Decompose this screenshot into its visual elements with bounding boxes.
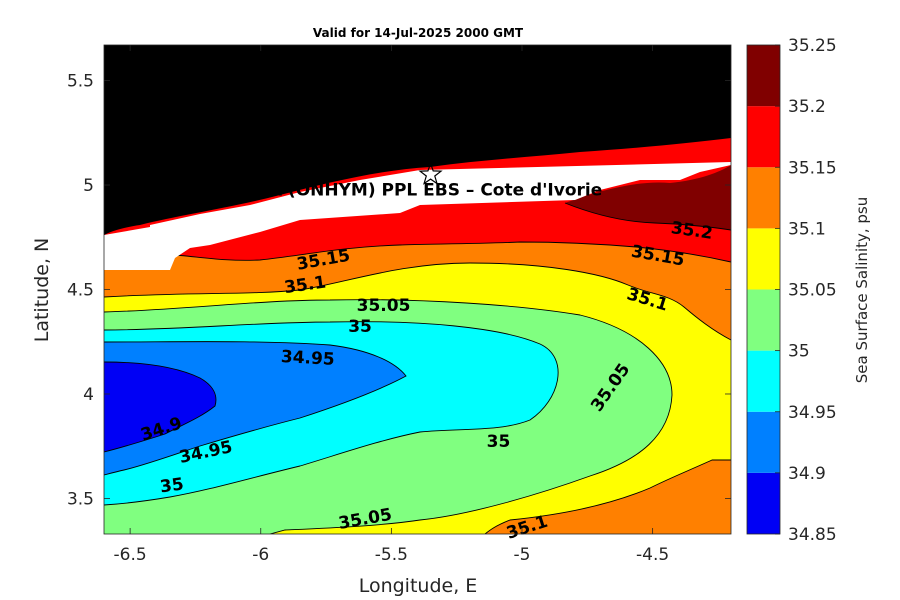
no-data-coastal-strip	[104, 162, 731, 270]
contour-label: 35	[487, 432, 511, 452]
station-star-icon	[418, 161, 443, 185]
y-tick-label: 4	[83, 385, 94, 405]
colorbar-swatch	[747, 289, 780, 351]
plot-area	[104, 45, 731, 534]
y-tick-label: 3.5	[67, 489, 94, 509]
colorbar-swatch	[747, 167, 780, 229]
band-35.2-35.25	[565, 165, 731, 230]
contour-line-35.15	[169, 241, 731, 263]
x-tick-label: -6.5	[114, 545, 147, 565]
x-tick-label: -4.5	[636, 545, 669, 565]
colorbar-tick-label: 35	[788, 342, 810, 362]
contour-line-35.1-south	[484, 459, 731, 534]
colorbar-tick-label: 35.25	[788, 36, 837, 56]
colorbar-swatch	[747, 472, 780, 534]
colorbar-tick-label: 34.95	[788, 403, 837, 423]
x-axis: -6.5 -6 -5.5 -5 -4.5	[114, 45, 669, 565]
station-label: A (ONHYM) PPL EBS – Cote d'Ivorie	[269, 181, 602, 201]
contour-line-35.1	[104, 262, 731, 341]
colorbar-swatch	[747, 350, 780, 412]
contour-line-35.2	[564, 202, 731, 231]
y-axis: 3.5 4 4.5 5 5.5	[67, 72, 731, 509]
colorbar-swatch	[747, 45, 780, 107]
colorbar-swatch	[747, 411, 780, 473]
colorbar-tick-label: 35.05	[788, 281, 837, 301]
colorbar-tick-label: 35.15	[788, 158, 837, 178]
x-tick-label: -6	[252, 545, 269, 565]
colorbar-tick-label: 35.2	[788, 97, 826, 117]
contour-line-34.95	[104, 341, 407, 476]
y-tick-label: 5	[83, 176, 94, 196]
y-tick-label: 4.5	[67, 281, 94, 301]
colorbar: 34.85 34.9 34.95 35 35.05 35.1 35.15 35.2 35.25	[746, 36, 837, 545]
contour-label: 35.05	[357, 296, 411, 316]
y-tick-label: 5.5	[67, 72, 94, 92]
band-34.85-34.9	[104, 362, 216, 452]
x-tick-label: -5.5	[375, 545, 408, 565]
y-axis-label: Latitude, N	[31, 238, 53, 343]
contour-label: 34.95	[280, 347, 335, 370]
colorbar-tick-label: 34.85	[788, 525, 837, 545]
contour-label: 35	[348, 317, 372, 337]
chart-title: Valid for 14-Jul-2025 2000 GMT	[313, 26, 524, 40]
colorbar-swatch	[747, 106, 780, 168]
station-layer: A (ONHYM) PPL EBS – Cote d'Ivorie	[269, 161, 602, 201]
colorbar-tick-label: 34.9	[788, 464, 826, 484]
contour-label: 35	[159, 474, 185, 497]
contour-line-34.9	[104, 361, 217, 453]
land-mass	[104, 45, 731, 235]
colorbar-tick-label: 35.1	[788, 219, 826, 239]
x-tick-label: -5	[514, 545, 531, 565]
contour-line-35.05	[104, 299, 673, 534]
x-axis-label: Longitude, E	[359, 575, 478, 597]
colorbar-label: Sea Surface Salinity, psu	[853, 197, 871, 383]
contour-line-35	[104, 321, 559, 506]
colorbar-swatch	[747, 228, 780, 290]
